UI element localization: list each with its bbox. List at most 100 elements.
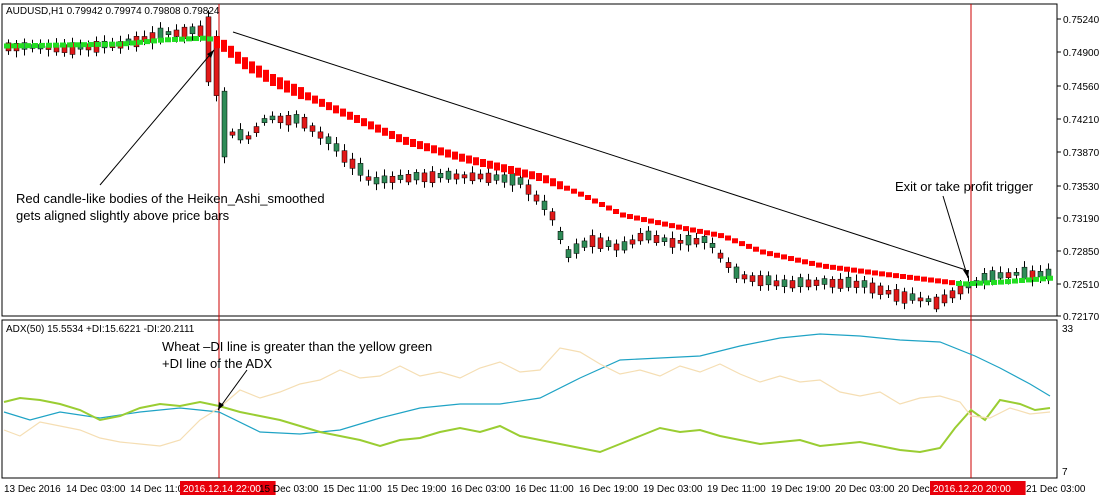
time-axis-label: 15 Dec 19:00 [387,484,447,495]
bearish-candle [853,280,860,288]
bullish-candle [493,174,500,181]
bearish-candle [533,194,540,202]
main-chart-frame [1,3,1058,317]
price-tick-label: 0.72170 [1063,312,1100,323]
bearish-candle [637,232,644,242]
bearish-candle [253,126,260,133]
bullish-candle [861,280,868,288]
bullish-candle [661,237,668,242]
bearish-candle [1005,272,1012,279]
heiken-bearish-dot [648,218,654,224]
heiken-bullish-dot [186,36,192,42]
heiken-bullish-dot [102,41,108,47]
time-axis-label: 20 Dec 03:00 [835,484,895,495]
heiken-bearish-dot [536,173,542,181]
bearish-candle [389,176,396,183]
bullish-candle [357,163,364,176]
price-scale: 0.75240 0.74900 0.74560 0.74210 0.73870 0.735… [1057,15,1100,323]
heiken-bearish-dot [543,175,549,184]
bearish-candle [429,171,436,183]
heiken-bullish-dot [1026,277,1032,283]
heiken-bearish-dot [753,246,759,252]
time-axis-label: 16 Dec 19:00 [579,484,639,495]
heiken-bearish-dot [571,188,577,194]
bearish-candle [453,173,460,180]
heiken-bearish-dot [550,178,556,187]
heiken-arrow-head [207,50,214,58]
heiken-bullish-dot [25,43,31,49]
heiken-bearish-dot [760,249,766,255]
heiken-bullish-dot [81,42,87,48]
heiken-bullish-dot [998,279,1004,285]
heiken-bearish-dot [410,139,416,147]
bearish-candle [405,174,412,183]
heiken-bearish-dot [522,169,528,178]
bullish-candle [701,236,708,243]
time-axis-label: 14 Dec 11:00 [130,484,189,495]
heiken-bearish-dot [886,272,892,278]
heiken-bearish-dot [585,195,591,200]
bullish-candle [557,230,564,240]
heiken-bearish-dot [928,277,934,283]
heiken-bearish-dot [431,145,437,154]
heiken-bullish-dot [1012,278,1018,284]
heiken-bearish-dot [802,259,808,265]
heiken-bearish-dot [613,209,619,214]
heiken-bullish-dot [970,281,976,286]
bullish-candle [621,241,628,251]
exit-arrow-head [963,270,969,278]
bullish-candle [997,272,1004,279]
heiken-bearish-dot [816,262,822,268]
time-axis-label: 19 Dec 19:00 [771,484,831,495]
bearish-candle [725,262,732,268]
heiken-bearish-dot [879,271,885,277]
bearish-candle [741,274,748,280]
time-axis-label: 19 Dec 03:00 [643,484,703,495]
exit-arrow-line [942,195,969,279]
heiken-bearish-dot [949,280,955,286]
price-tick-label: 0.74560 [1063,82,1100,93]
bearish-candle [477,173,484,180]
heiken-bearish-dot [676,224,682,230]
heiken-bearish-dot [851,267,857,273]
bearish-candle [549,211,556,221]
heiken-bullish-dot [39,42,45,48]
time-axis-label: 13 Dec 2016 [4,484,61,495]
heiken-bearish-dot [592,198,598,204]
bullish-candle [509,173,516,186]
heiken-bullish-dot [130,40,136,46]
bullish-candle [325,136,332,144]
heiken-bearish-dot [599,202,605,207]
trend-line[interactable] [232,31,967,271]
heiken-note-line1: Red candle-like bodies of the Heiken_Ash… [16,191,325,206]
heiken-bullish-dot [207,36,213,42]
price-tick-label: 0.72850 [1063,247,1100,258]
heiken-bullish-dot [74,42,80,48]
bullish-candle [685,234,692,246]
exit-note: Exit or take profit trigger [895,179,1034,194]
heiken-bearish-dot [256,65,262,78]
bearish-candle [245,135,252,140]
heiken-bearish-dot [634,215,640,221]
bullish-candle [925,298,932,302]
heiken-bearish-dot [655,220,661,226]
heiken-bearish-dot [942,279,948,285]
heiken-bearish-dot [795,257,801,263]
bearish-candle [301,116,308,129]
heiken-bearish-dot [438,147,444,156]
bearish-candle [877,285,884,295]
bearish-candle [173,29,180,37]
heiken-bearish-dot [361,118,367,127]
heiken-bearish-dot [319,98,325,107]
heiken-note-line2: gets aligned slightly above price bars [16,208,230,223]
heiken-bearish-dot [445,149,451,158]
time-axis-label: 15 Dec 11:00 [323,484,382,495]
bearish-candle [629,239,636,245]
bearish-candle [309,125,316,132]
price-tick-label: 0.73190 [1063,214,1100,225]
heiken-bearish-dot [711,231,717,237]
heiken-bearish-dot [347,111,353,120]
heiken-bearish-dot [417,141,423,150]
bullish-candle [645,230,652,241]
